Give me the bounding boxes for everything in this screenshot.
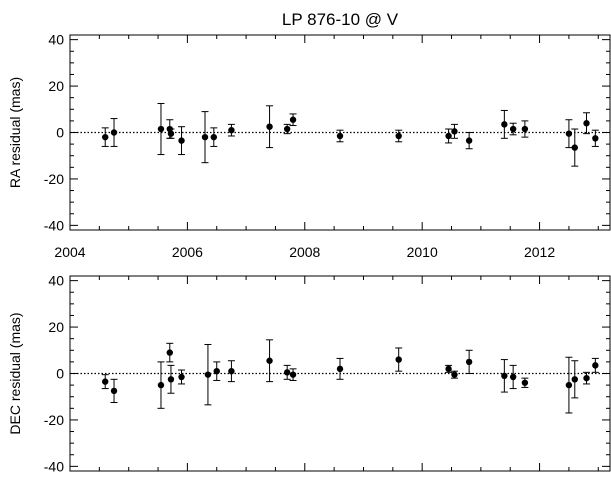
ra-data-point <box>583 120 590 127</box>
ra-data-point <box>102 133 109 141</box>
dec-data-point <box>451 371 458 378</box>
ra-data-point <box>592 135 599 142</box>
dec-data-point <box>501 372 508 380</box>
dec-data-point <box>266 357 273 364</box>
ra-data-point <box>571 144 578 151</box>
dec-data-point <box>166 349 173 356</box>
ra-data-point <box>283 125 291 133</box>
dec-data-point <box>167 376 175 383</box>
dec-data-point <box>509 373 517 381</box>
ra-data-point <box>201 133 209 141</box>
ra-data-point <box>445 132 452 140</box>
ra-x-tick-label: 2004 <box>54 244 85 260</box>
ra-x-tick-label: 2008 <box>289 244 320 260</box>
ra-data-point <box>501 121 508 128</box>
ra-data-point <box>178 137 185 144</box>
ra-data-point <box>157 125 165 133</box>
ra-data-point <box>110 129 118 136</box>
dec-data-point <box>565 381 573 389</box>
dec-data-point <box>204 371 212 378</box>
dec-data-point <box>445 365 452 373</box>
chart-title: LP 876-10 @ V <box>282 10 399 29</box>
dec-data-point <box>592 362 599 369</box>
ra-panel: RA residual (mas) 40 20 0 -20 -40 2004 2006 200… <box>7 32 611 260</box>
dec-y-tick-label: -40 <box>44 458 64 473</box>
dec-data-point <box>110 387 118 395</box>
dec-y-tick-label: 20 <box>48 319 64 335</box>
dec-y-tick-label: 0 <box>56 366 64 382</box>
ra-data-point <box>509 125 517 133</box>
dec-y-axis-label: DEC residual (mas) <box>7 312 23 434</box>
dec-y-tick-label: -20 <box>44 412 64 428</box>
dec-y-tick-label: 40 <box>48 273 64 289</box>
dec-data-point <box>395 356 402 363</box>
dec-data-point <box>228 367 235 375</box>
ra-data-point <box>167 130 175 137</box>
ra-data-point <box>266 123 273 130</box>
ra-x-tick-label: 2006 <box>172 244 203 260</box>
dec-data-point <box>583 374 590 382</box>
dec-data-point <box>571 376 578 383</box>
dec-data-point <box>157 381 165 389</box>
ra-data-point <box>210 133 218 141</box>
dec-data-point <box>289 371 297 378</box>
ra-data-point <box>465 137 473 144</box>
dec-data-point <box>465 358 473 366</box>
dec-data-point <box>336 365 344 373</box>
ra-data-point <box>395 132 402 140</box>
ra-x-tick-label: 2010 <box>407 244 438 260</box>
ra-y-tick-label: 40 <box>48 32 64 48</box>
ra-y-tick-label: 0 <box>56 125 64 141</box>
ra-data-point <box>521 125 529 133</box>
ra-data-point <box>289 116 297 123</box>
ra-data-point <box>228 126 235 134</box>
dec-data-point <box>102 378 109 385</box>
ra-y-tick-label: 20 <box>48 78 64 94</box>
ra-data-point <box>451 128 458 135</box>
ra-y-axis-label: RA residual (mas) <box>7 77 23 188</box>
dec-data-point <box>178 373 185 381</box>
ra-y-tick-label: -40 <box>44 217 64 233</box>
dec-data-point <box>283 369 291 376</box>
ra-y-tick-label: -20 <box>44 171 64 187</box>
dec-panel: DEC residual (mas) 40 20 0 -20 -40 <box>7 273 611 474</box>
dec-data-point <box>521 379 529 386</box>
ra-x-tick-label: 2012 <box>524 244 555 260</box>
ra-data-point <box>336 132 344 140</box>
ra-data-point <box>565 130 573 137</box>
dec-data-point <box>213 367 220 375</box>
